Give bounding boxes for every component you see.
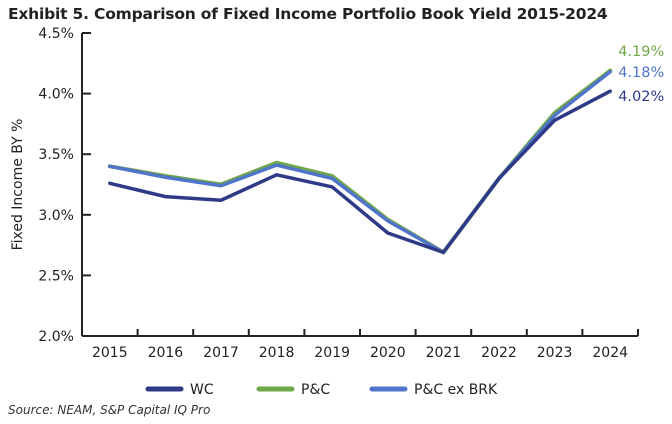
x-tick-label: 2016: [148, 345, 184, 361]
end-value-label: 4.19%: [618, 44, 664, 60]
series-line-wc: [108, 89, 612, 255]
series-line-p-c: [107, 68, 613, 255]
x-tick-label: 2022: [481, 345, 517, 361]
y-tick-label: 3.5%: [38, 147, 74, 163]
chart-title: Exhibit 5. Comparison of Fixed Income Po…: [8, 5, 608, 23]
x-tick-label: 2023: [537, 345, 573, 361]
end-value-label: 4.02%: [618, 89, 664, 105]
y-tick-label: 3.0%: [38, 208, 74, 224]
y-axis-label: Fixed Income BY %: [10, 119, 26, 251]
x-tick-label: 2015: [92, 345, 128, 361]
end-value-label: 4.18%: [618, 65, 664, 81]
y-tick-label: 2.0%: [38, 329, 74, 345]
legend-label: P&C: [301, 382, 330, 398]
legend-label: WC: [190, 382, 214, 398]
x-tick-label: 2020: [370, 345, 406, 361]
x-tick-label: 2017: [203, 345, 239, 361]
x-tick-label: 2021: [426, 345, 462, 361]
y-tick-label: 4.0%: [38, 87, 74, 103]
x-tick-label: 2019: [314, 345, 350, 361]
x-tick-label: 2024: [592, 345, 628, 361]
y-tick-label: 2.5%: [38, 268, 74, 284]
legend-label: P&C ex BRK: [414, 382, 498, 398]
series-line-p-c-ex-brk: [108, 70, 612, 255]
x-tick-label: 2018: [259, 345, 295, 361]
y-tick-label: 4.5%: [38, 26, 74, 42]
source-note: Source: NEAM, S&P Capital IQ Pro: [8, 403, 211, 417]
